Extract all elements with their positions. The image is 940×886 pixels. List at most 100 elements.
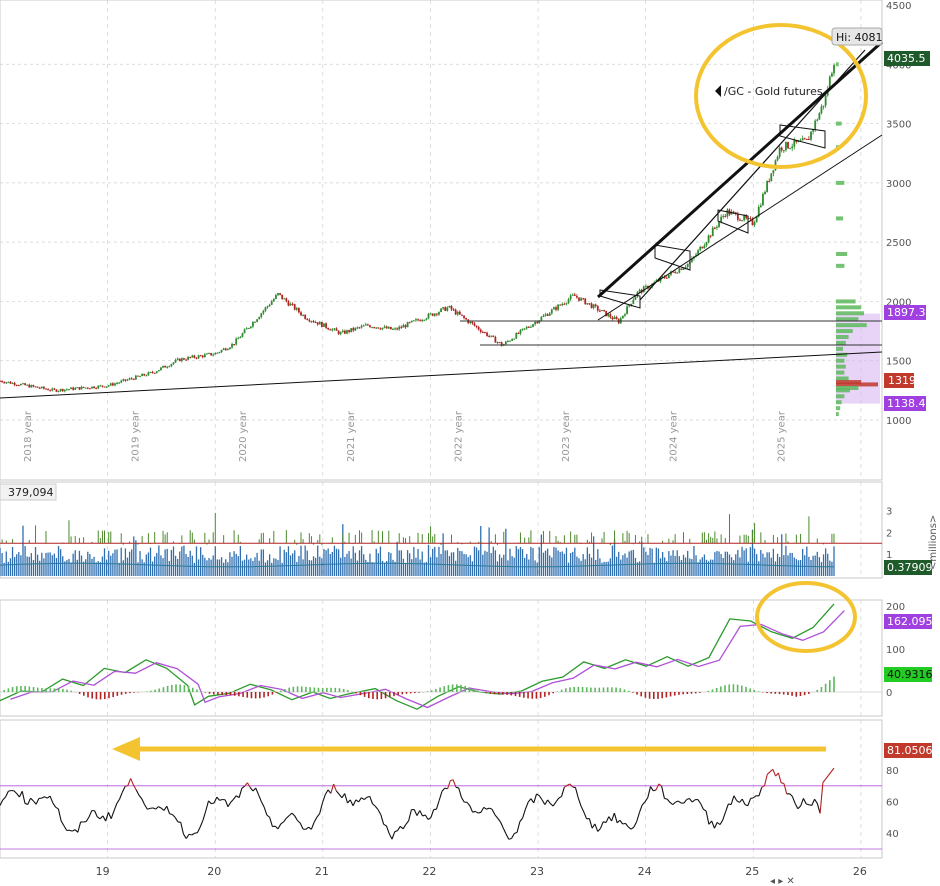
price-candle-body bbox=[563, 303, 566, 305]
volume-profile-bar bbox=[836, 329, 853, 334]
rsi-line-segment bbox=[450, 779, 454, 782]
price-candle-body bbox=[582, 298, 585, 300]
price-candle-body bbox=[193, 355, 196, 358]
price-candle-body bbox=[667, 274, 670, 279]
price-candle-body bbox=[421, 320, 424, 322]
rsi-line-segment bbox=[57, 808, 62, 822]
profile-poc-badge-text: 1319 bbox=[888, 374, 916, 387]
year-label: 2025 year bbox=[776, 410, 787, 462]
rsi-panel-frame bbox=[0, 719, 883, 859]
price-candle-body bbox=[442, 307, 445, 309]
rsi-line-segment bbox=[316, 813, 321, 818]
rsi-line-segment bbox=[347, 799, 351, 804]
price-candle-body bbox=[576, 295, 578, 298]
rsi-line-segment bbox=[144, 804, 148, 810]
price-candle-body bbox=[208, 353, 210, 355]
price-candle-body bbox=[764, 191, 766, 194]
time-axis-tick: 22 bbox=[422, 865, 436, 878]
price-candle-body bbox=[95, 388, 98, 390]
price-candle-body bbox=[316, 322, 319, 325]
price-candle-body bbox=[532, 324, 534, 327]
rsi-line-segment bbox=[753, 795, 757, 799]
price-candle-body bbox=[726, 209, 729, 217]
price-candle-body bbox=[268, 304, 271, 307]
year-label: 2022 year bbox=[453, 410, 464, 462]
price-candle-body bbox=[705, 242, 708, 246]
price-axis-tick: 1500 bbox=[886, 357, 911, 368]
time-axis-tick: 25 bbox=[745, 865, 759, 878]
price-candle-body bbox=[107, 385, 110, 387]
price-candle-body bbox=[642, 286, 645, 293]
year-label: 2024 year bbox=[669, 410, 680, 462]
price-candle-body bbox=[176, 358, 179, 360]
price-candle-body bbox=[348, 330, 350, 333]
price-candle-body bbox=[295, 308, 298, 310]
rsi-line-segment bbox=[94, 810, 98, 818]
rsi-line-segment bbox=[672, 801, 676, 806]
rsi-line-segment bbox=[625, 823, 629, 828]
price-candle-body bbox=[252, 322, 254, 327]
price-candle-body bbox=[553, 307, 555, 310]
scroll-handle-icon[interactable]: ◂ ▸ ✕ bbox=[770, 876, 795, 886]
price-candle-body bbox=[534, 321, 536, 325]
rsi-line-segment bbox=[180, 822, 185, 835]
price-candle-body bbox=[440, 308, 442, 313]
rsi-line-segment bbox=[478, 811, 482, 814]
price-candle-body bbox=[180, 358, 183, 362]
price-candle-body bbox=[0, 380, 1, 382]
volume-unit-label: <millions> bbox=[928, 515, 939, 570]
price-candle-body bbox=[703, 245, 706, 249]
price-candle-body bbox=[423, 319, 426, 321]
volume-profile-bar bbox=[836, 385, 859, 390]
price-candle-body bbox=[500, 342, 503, 346]
price-candle-body bbox=[408, 322, 411, 324]
price-candle-body bbox=[484, 332, 486, 334]
price-candle-body bbox=[661, 276, 664, 278]
rsi-line-segment bbox=[107, 812, 112, 819]
rsi-line-segment bbox=[105, 812, 109, 822]
price-candle-body bbox=[598, 310, 601, 312]
rsi-line-segment bbox=[447, 780, 451, 789]
rsi-line-segment bbox=[369, 796, 374, 804]
rsi-line-segment bbox=[366, 795, 370, 798]
rsi-line-segment bbox=[475, 810, 479, 814]
price-candle-body bbox=[776, 156, 779, 161]
rsi-line-segment bbox=[166, 806, 171, 814]
rsi-line-segment bbox=[246, 782, 251, 788]
price-candle-body bbox=[557, 304, 559, 310]
price-candle-body bbox=[237, 338, 240, 340]
price-candle-body bbox=[5, 382, 8, 384]
price-candle-body bbox=[410, 320, 413, 323]
price-candle-body bbox=[578, 297, 580, 301]
rsi-line-segment bbox=[0, 799, 4, 806]
price-candle-body bbox=[573, 294, 576, 296]
price-candle-body bbox=[63, 389, 66, 392]
pattern-flag bbox=[599, 289, 641, 309]
price-candle-body bbox=[97, 385, 100, 389]
price-candle-body bbox=[333, 328, 336, 330]
price-candle-body bbox=[383, 326, 386, 328]
price-candle-body bbox=[743, 215, 746, 221]
rsi-line-segment bbox=[550, 803, 554, 807]
price-candle-body bbox=[243, 329, 246, 334]
price-candle-body bbox=[749, 217, 752, 219]
price-candle-body bbox=[51, 388, 54, 391]
rsi-line-segment bbox=[196, 826, 201, 833]
price-candle-body bbox=[565, 303, 568, 305]
price-candle-body bbox=[596, 306, 599, 311]
price-candle-body bbox=[477, 326, 480, 330]
price-candle-body bbox=[492, 335, 495, 337]
rsi-line-segment bbox=[361, 797, 365, 801]
price-candle-body bbox=[709, 235, 712, 237]
rsi-line-segment bbox=[561, 787, 565, 797]
rsi-line-segment bbox=[458, 787, 463, 798]
rsi-line-segment bbox=[283, 817, 287, 823]
price-candle-body bbox=[249, 326, 252, 329]
rsi-axis-tick: 60 bbox=[886, 798, 899, 809]
rsi-line-segment bbox=[683, 799, 688, 804]
rsi-line-segment bbox=[385, 825, 390, 834]
price-candle-body bbox=[609, 314, 612, 318]
volume-profile-bar bbox=[836, 382, 878, 387]
rsi-line-segment bbox=[750, 797, 754, 799]
